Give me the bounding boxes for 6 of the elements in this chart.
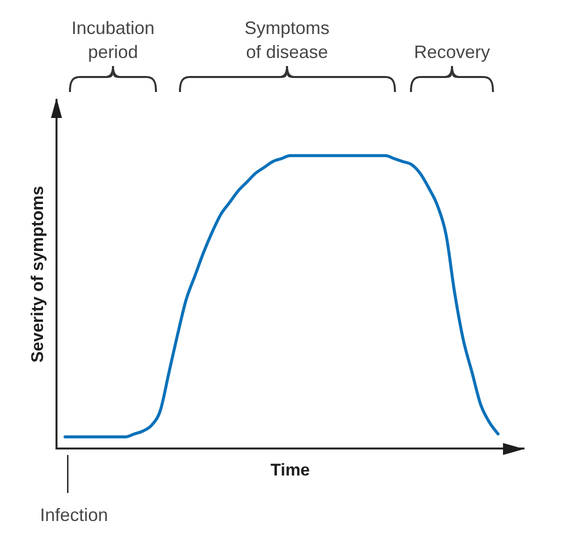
x-axis-title: Time: [270, 460, 310, 480]
y-axis-title: Severity of symptoms: [28, 186, 47, 363]
text: Incubation period: [70, 17, 156, 64]
text: Symptoms of disease: [243, 17, 331, 64]
text: Recovery: [412, 41, 492, 64]
text: Infection: [38, 504, 110, 527]
